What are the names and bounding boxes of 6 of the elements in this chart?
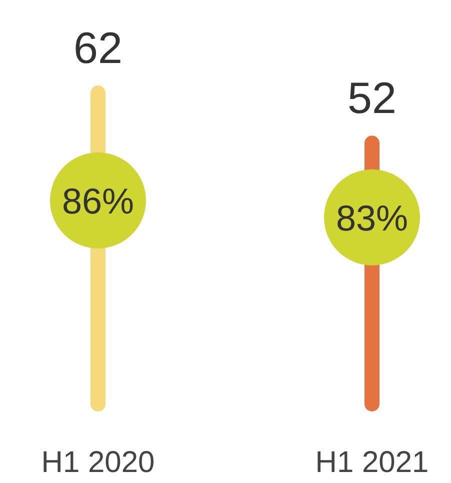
data-label: 62: [74, 24, 122, 73]
x-tick-label: H1 2021: [315, 446, 429, 479]
data-label: 86%: [62, 180, 134, 222]
data-label: 52: [348, 74, 396, 124]
data-label: 83%: [336, 197, 408, 238]
x-tick-label: H1 2020: [41, 446, 155, 479]
